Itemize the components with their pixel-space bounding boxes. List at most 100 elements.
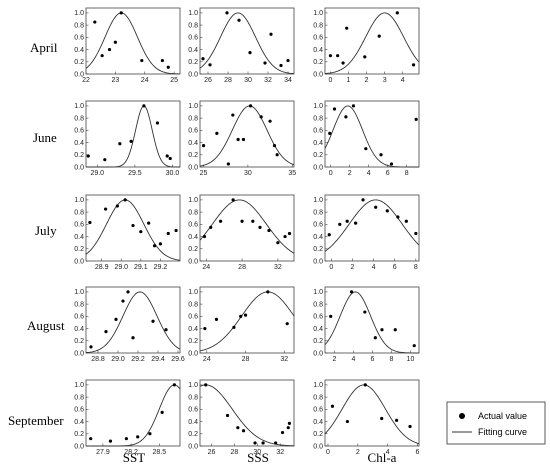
panel-r1-c0: 0.0 0.2 0.4 0.6 0.8 1.0 29.0 29.5 30.0 xyxy=(74,100,181,177)
panel-frame xyxy=(199,194,295,262)
x-tick-label: 0 xyxy=(328,77,332,84)
y-tick-label: 0.8 xyxy=(74,394,84,401)
x-tick-label: 8 xyxy=(405,170,409,177)
y-tick-label: 1.0 xyxy=(188,289,198,296)
actual-value-point xyxy=(232,325,236,329)
panel-frame xyxy=(324,379,420,447)
x-tick-label: 29.6 xyxy=(171,356,185,363)
actual-value-point xyxy=(328,131,332,135)
panel-frame xyxy=(199,100,295,168)
y-tick-label: 1.0 xyxy=(188,197,198,204)
y-tick-label: 0.4 xyxy=(188,140,198,147)
panel-r1-c1: 0.0 0.2 0.4 0.6 0.8 1.0 25 30 35 xyxy=(188,100,296,177)
y-tick-label: 0.6 xyxy=(74,128,84,135)
panel-r2-c1: 0.0 0.2 0.4 0.6 0.8 1.0 24 28 32 xyxy=(188,194,295,271)
y-tick-label: 0.6 xyxy=(188,314,198,321)
actual-value-point xyxy=(236,137,240,142)
actual-value-point xyxy=(131,336,135,340)
fitting-curve xyxy=(199,12,295,75)
y-tick-label: 0.0 xyxy=(188,443,198,450)
x-tick-label: 28 xyxy=(238,264,246,271)
actual-value-point xyxy=(103,158,107,162)
actual-value-point xyxy=(364,147,368,151)
panel-frame xyxy=(85,100,181,168)
actual-value-point xyxy=(408,424,412,429)
fitting-curve xyxy=(324,199,420,252)
column-label-chla: Chl-a xyxy=(368,450,397,465)
fitting-curve xyxy=(86,105,181,168)
actual-value-point xyxy=(411,63,416,67)
actual-value-point xyxy=(114,317,118,321)
actual-value-point xyxy=(140,58,144,63)
y-tick-label: 0.6 xyxy=(313,128,323,135)
actual-value-point xyxy=(275,153,279,157)
actual-value-point xyxy=(166,231,170,236)
actual-value-point xyxy=(251,219,255,223)
x-tick-label: 32 xyxy=(264,77,272,84)
panel-frame xyxy=(85,379,181,447)
y-tick-label: 0.6 xyxy=(74,314,84,321)
y-tick-label: 0.8 xyxy=(313,115,323,122)
actual-value-point xyxy=(155,121,160,125)
actual-value-point xyxy=(377,34,381,38)
panel-r4-c1: 0.0 0.2 0.4 0.6 0.8 1.0 26 28 30 32 xyxy=(188,379,295,456)
actual-value-point xyxy=(204,383,208,387)
actual-value-point xyxy=(225,413,230,418)
actual-value-point xyxy=(131,223,135,228)
x-tick-label: 26 xyxy=(204,77,212,84)
actual-value-point xyxy=(286,426,290,430)
panel-r0-c1: 0.0 0.2 0.4 0.6 0.8 1.0 26 28 30 32 34 xyxy=(188,7,295,84)
actual-value-point xyxy=(174,228,178,233)
panel-r4-c2: 0.0 0.2 0.4 0.6 0.8 1.0 0 2 4 6 xyxy=(313,379,420,456)
actual-value-point xyxy=(152,244,157,248)
y-tick-label: 1.0 xyxy=(188,10,198,17)
x-tick-label: 29.0 xyxy=(114,264,128,271)
y-tick-label: 0.2 xyxy=(313,59,323,66)
x-tick-label: 26 xyxy=(208,449,216,456)
actual-value-point xyxy=(166,65,170,69)
x-tick-label: 4 xyxy=(386,449,390,456)
y-tick-label: 0.2 xyxy=(74,246,84,253)
actual-value-point xyxy=(126,290,130,294)
x-tick-label: 32 xyxy=(280,356,288,363)
x-tick-label: 24 xyxy=(141,77,149,84)
y-tick-label: 0.2 xyxy=(188,152,198,159)
fitting-curve xyxy=(85,12,181,75)
x-tick-label: 29.0 xyxy=(90,170,104,177)
actual-value-point xyxy=(287,231,292,236)
x-tick-label: 32 xyxy=(274,264,282,271)
fitting-curve xyxy=(86,384,181,447)
actual-value-point xyxy=(395,418,399,422)
actual-value-point xyxy=(160,410,164,414)
y-tick-label: 1.0 xyxy=(313,197,323,204)
x-tick-label: 28.8 xyxy=(91,356,105,363)
actual-value-point xyxy=(88,220,92,225)
actual-value-point xyxy=(280,430,285,435)
y-tick-label: 0.4 xyxy=(188,234,198,241)
y-tick-label: 1.0 xyxy=(74,382,84,389)
y-tick-label: 1.0 xyxy=(313,10,323,17)
actual-value-point xyxy=(241,137,246,142)
y-tick-label: 0.6 xyxy=(74,407,84,414)
actual-value-point xyxy=(201,144,206,148)
actual-value-point xyxy=(172,383,176,387)
actual-value-point xyxy=(160,58,164,63)
x-tick-label: 8 xyxy=(414,264,418,271)
panel-r2-c2: 0.0 0.2 0.4 0.6 0.8 1.0 0 2 4 6 8 xyxy=(313,194,420,271)
fitting-curve xyxy=(324,384,420,445)
actual-value-point xyxy=(136,435,140,439)
y-tick-label: 0.8 xyxy=(313,22,323,29)
fitting-curve xyxy=(199,199,295,254)
panel-frame xyxy=(85,286,181,354)
actual-value-point xyxy=(332,107,337,111)
actual-value-point xyxy=(263,61,267,65)
actual-value-point xyxy=(354,221,358,225)
actual-value-point xyxy=(123,198,127,202)
y-tick-label: 0.2 xyxy=(74,59,84,66)
actual-value-point xyxy=(243,313,248,317)
actual-value-point xyxy=(236,426,240,430)
x-tick-label: 30 xyxy=(253,449,261,456)
y-tick-label: 1.0 xyxy=(313,289,323,296)
actual-value-point xyxy=(279,63,283,68)
y-tick-label: 0.0 xyxy=(74,71,84,78)
